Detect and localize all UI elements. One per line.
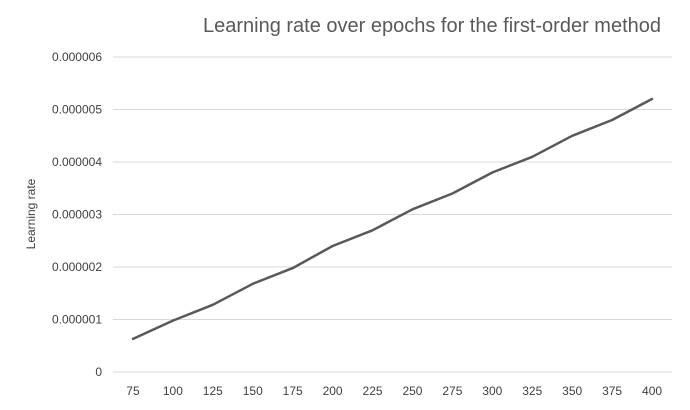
x-tick-label: 300: [482, 384, 502, 398]
x-tick-label: 275: [442, 384, 462, 398]
y-tick-labels: 0 0.000001 0.000002 0.000003 0.000004 0.00000…: [52, 50, 102, 379]
y-tick-label: 0.000003: [52, 208, 102, 222]
chart-title: Learning rate over epochs for the first-…: [203, 15, 661, 37]
x-tick-label: 400: [642, 384, 662, 398]
x-tick-label: 325: [522, 384, 542, 398]
x-tick-labels: 75 100 125 150 175 200 225 250 275 300 325 350 375 40…: [126, 384, 662, 398]
series-layer: [131, 97, 654, 341]
x-tick-label: 375: [602, 384, 622, 398]
y-tick-label: 0.000004: [52, 155, 102, 169]
x-tick-label: 350: [562, 384, 582, 398]
x-tick-label: 125: [203, 384, 223, 398]
x-tick-label: 150: [243, 384, 263, 398]
x-tick-label: 200: [323, 384, 343, 398]
y-tick-label: 0: [95, 365, 102, 379]
x-tick-label: 100: [163, 384, 183, 398]
y-tick-label: 0.000002: [52, 260, 102, 274]
y-tick-label: 0.000001: [52, 313, 102, 327]
gridlines: [113, 56, 672, 373]
x-tick-label: 175: [283, 384, 303, 398]
series-line: [131, 97, 654, 341]
x-tick-label: 250: [402, 384, 422, 398]
y-tick-label: 0.000006: [52, 50, 102, 64]
y-axis-label: Learning rate: [24, 178, 38, 249]
x-tick-label: 225: [363, 384, 383, 398]
y-tick-label: 0.000005: [52, 103, 102, 117]
x-tick-label: 75: [126, 384, 140, 398]
